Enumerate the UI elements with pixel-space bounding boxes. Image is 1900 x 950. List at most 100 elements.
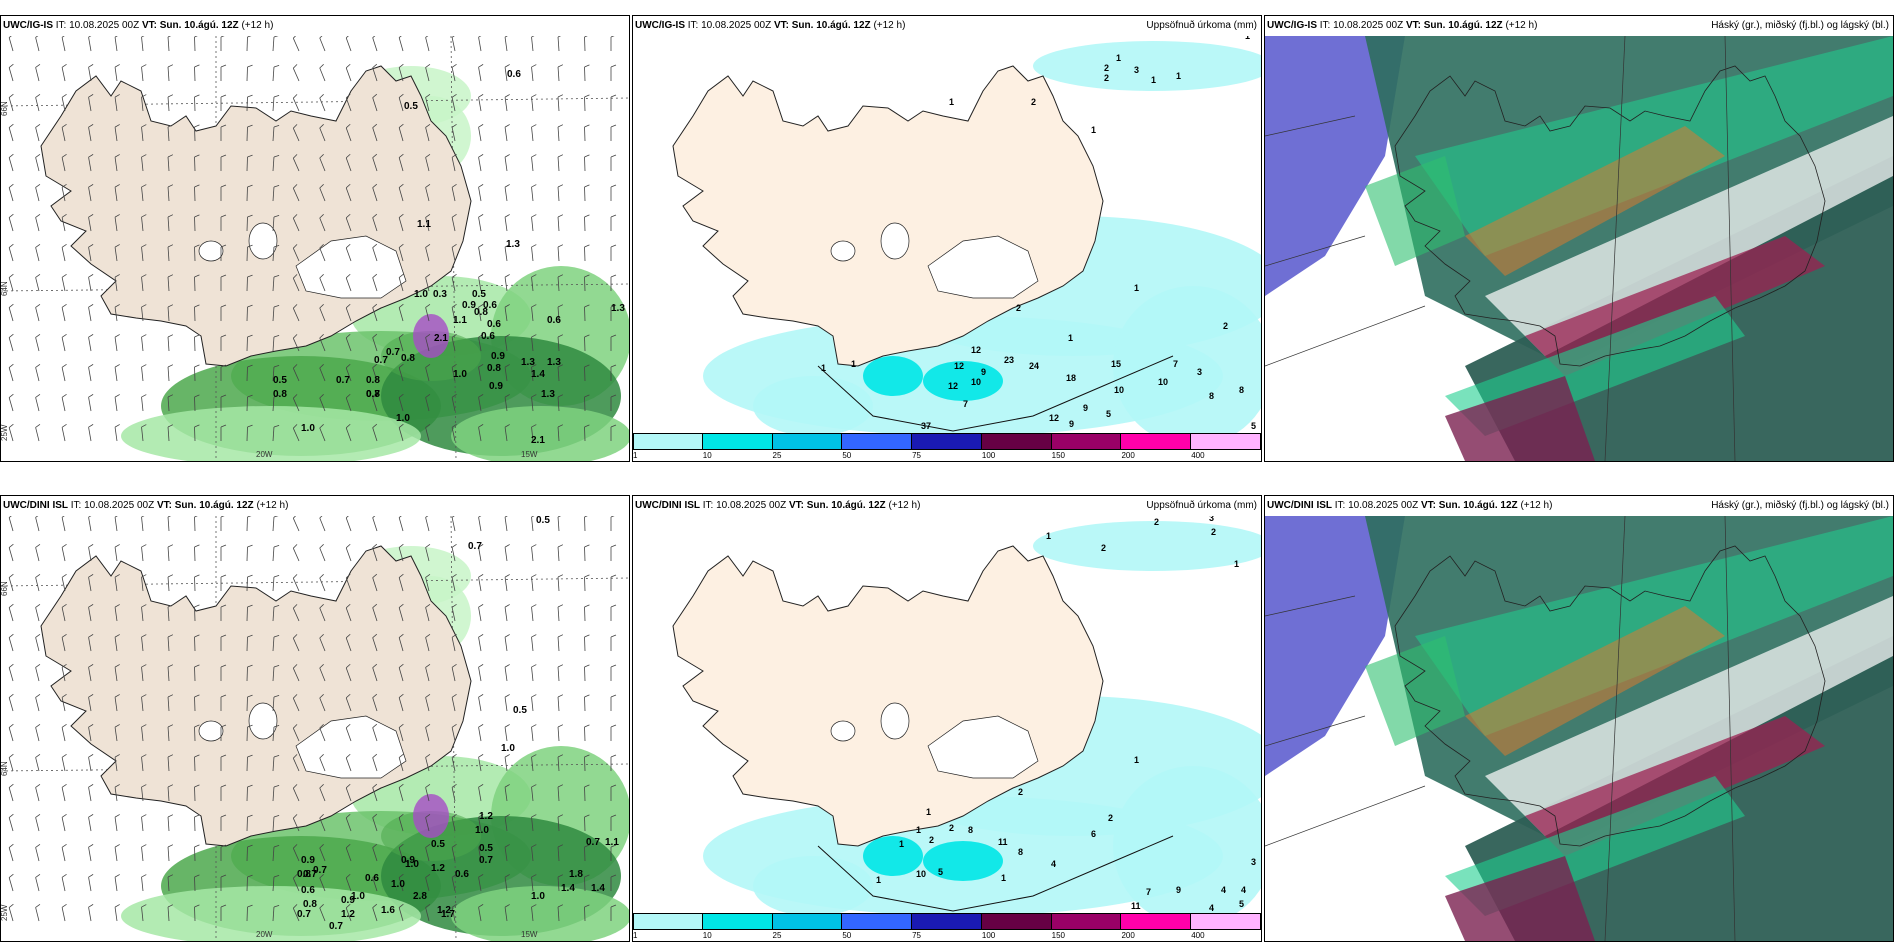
coastline-contour [817,835,1174,912]
precip-label: 0.8 [401,353,415,364]
glacier-hofsjokull [830,720,856,742]
cloud-layers [1265,36,1893,461]
precip-label: 0.6 [365,873,379,884]
precip-label: 0.5 [472,289,486,300]
cloud-map-panel-igis: UWC/IG-IS IT: 10.08.2025 00Z VT: Sun. 10… [1264,15,1894,462]
panel-title: Háský (gr.), miðský (fj.bl.) og lágský (… [1711,500,1889,511]
precip-amount: 3 [1134,65,1139,75]
precip-label: 0.6 [507,69,521,80]
colorbar-tick: 400 [1191,451,1205,460]
glacier-vatnajokull [295,235,407,299]
precip-amount: 2 [1223,321,1228,331]
lat-axis-label: 64N [1,281,9,296]
heavy-precip-patch [413,794,449,838]
panel-title: Háský (gr.), miðský (fj.bl.) og lágský (… [1711,20,1889,31]
precip-label: 1.0 [501,743,515,754]
precip-label: 1.0 [301,423,315,434]
precip-amount: 2 [1211,527,1216,537]
precip-amount: 7 [963,399,968,409]
precip-amount: 1 [1116,53,1121,63]
precip-label: 1.0 [405,859,419,870]
precip-label: 1.3 [541,389,555,400]
panel-header: UWC/IG-IS IT: 10.08.2025 00Z VT: Sun. 10… [633,16,1261,36]
precip-amount: 9 [1069,419,1074,429]
heavy-precip-patch [413,314,449,358]
precip-label: 1.0 [475,825,489,836]
precip-label: 0.6 [481,331,495,342]
precip-amount: 6 [1091,829,1096,839]
precip-amount: 1 [1068,333,1073,343]
precip-amount: 12 [1049,413,1059,423]
lon-axis-label: 20W [256,450,273,459]
wind-map-panel-igis: UWC/IG-IS IT: 10.08.2025 00Z VT: Sun. 10… [0,15,630,462]
precip-label: 0.8 [474,307,488,318]
precip-label: 0.5 [479,843,493,854]
precip-map-panel-dini: UWC/DINI ISL IT: 10.08.2025 00Z VT: Sun.… [632,495,1262,942]
precip-amount: 1 [949,97,954,107]
lon-axis-label: 15W [521,450,538,459]
precip-label: 0.7 [297,909,311,920]
colorbar-tick: 50 [842,451,852,460]
precip-label: 2.1 [434,333,448,344]
lat-axis-label: 66N [1,581,9,596]
colorbar-swatch [1191,433,1261,450]
precip-label: 0.8 [366,375,380,386]
lat-axis-label: 25W [1,424,9,441]
colorbar-swatch [912,433,982,450]
precip-label: 0.5 [431,839,445,850]
precip-label: 1.2 [437,905,451,916]
colorbar-tick: 75 [912,931,922,940]
cloud-layers [1265,516,1893,941]
wind-map-panel-dini: UWC/DINI ISL IT: 10.08.2025 00Z VT: Sun.… [0,495,630,942]
precip-amount: 37 [921,421,931,431]
precip-amount: 1 [876,875,881,885]
panel-header: UWC/DINI ISL IT: 10.08.2025 00Z VT: Sun.… [1265,496,1893,516]
colorbar-swatch [633,913,703,930]
precip-label: 0.7 [374,355,388,366]
colorbar-swatch [772,433,843,450]
precip-label: 0.3 [433,289,447,300]
precip-amount: 1 [899,839,904,849]
precip-amount: 1 [1134,283,1139,293]
panel-title: Uppsöfnuð úrkoma (mm) [1146,20,1257,31]
colorbar-tick: 10 [702,451,712,460]
coastline-contour [817,355,1174,432]
precip-label: 1.1 [605,837,619,848]
colorbar-swatch [1191,913,1261,930]
precip-amount: 10 [916,869,926,879]
precip-amount: 7 [1173,359,1178,369]
colorbar-swatch [702,433,773,450]
precip-label: 0.7 [366,389,380,400]
colorbar-swatch [981,433,1052,450]
precip-amount: 1 [1046,531,1051,541]
precip-label: 0.7 [479,855,493,866]
glacier-langjokull [880,702,910,740]
precip-label: 1.0 [396,413,410,424]
precip-amount: 1 [1245,36,1250,41]
precip-label: 2.8 [413,891,427,902]
precip-label: 1.0 [414,289,428,300]
precip-amount: 3 [1251,857,1256,867]
precip-label: 0.6 [547,315,561,326]
colorbar-tick: 200 [1121,451,1135,460]
precip-amount: 3 [1197,367,1202,377]
precip-amount: 1 [926,807,931,817]
precip-amount: 4 [1209,903,1214,913]
glacier-hofsjokull [198,240,224,262]
precip-label: 0.7 [586,837,600,848]
precip-label: 0.8 [366,389,380,400]
precip-map-panel-igis: UWC/IG-IS IT: 10.08.2025 00Z VT: Sun. 10… [632,15,1262,462]
precip-label: 1.4 [531,369,545,380]
precip-label: 0.9 [401,855,415,866]
precip-label: 1.2 [479,811,493,822]
precip-amount: 3 [1209,516,1214,523]
precip-label: 1.2 [341,909,355,920]
precip-label: 0.6 [455,869,469,880]
precip-label: 0.5 [513,705,527,716]
precip-amount: 11 [1131,901,1141,911]
precip-label: 1.3 [506,239,520,250]
precip-label: 1.0 [391,879,405,890]
precip-amount: 2 [1031,97,1036,107]
